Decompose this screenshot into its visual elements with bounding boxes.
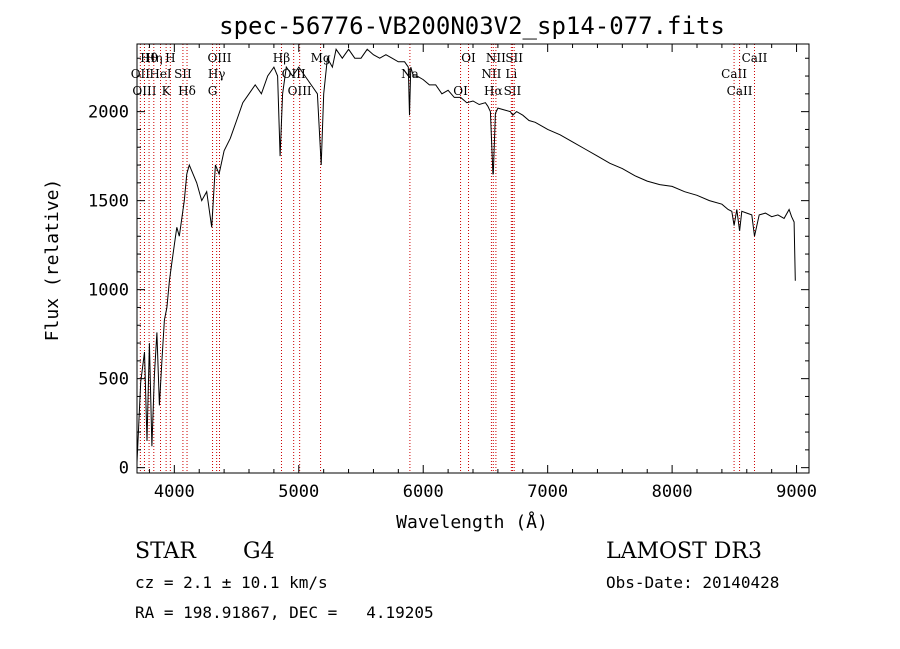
y-axis-label: Flux (relative) bbox=[42, 179, 63, 342]
line-marker-label: Na bbox=[401, 67, 419, 81]
line-marker-label: NII bbox=[486, 51, 506, 65]
y-tick-label: 500 bbox=[98, 370, 129, 390]
coordinates: RA = 198.91867, DEC = 4.19205 bbox=[135, 603, 434, 622]
line-marker-label: CaII bbox=[721, 67, 747, 81]
axis-ticks: 4000 5000 6000 7000 8000 9000 0 500 1000 1500 2000 bbox=[88, 44, 817, 502]
survey-name: LAMOST DR3 bbox=[606, 539, 762, 564]
spectrum-line bbox=[136, 48, 796, 463]
y-tick-label: 1000 bbox=[88, 281, 129, 301]
x-tick-label: 9000 bbox=[776, 482, 817, 502]
y-tick-label: 0 bbox=[119, 459, 129, 479]
line-marker-label: Hθ bbox=[140, 51, 158, 65]
line-marker-label: Hα bbox=[484, 84, 503, 98]
object-subclass: G4 bbox=[243, 539, 275, 564]
line-marker-label: HeI bbox=[149, 67, 172, 81]
x-tick-label: 5000 bbox=[278, 482, 319, 502]
line-marker-label: Hη bbox=[145, 51, 163, 65]
line-marker-label: OIII bbox=[207, 51, 231, 65]
x-axis-label: Wavelength (Å) bbox=[396, 511, 548, 533]
line-marker-label: NII bbox=[481, 67, 501, 81]
object-class: STAR bbox=[135, 539, 196, 564]
x-tick-label: 6000 bbox=[403, 482, 444, 502]
line-marker-label: CaII bbox=[727, 84, 753, 98]
line-marker-label: SII bbox=[505, 51, 523, 65]
line-marker-label: SII bbox=[174, 67, 192, 81]
line-marker-label: OII bbox=[131, 67, 151, 81]
line-marker-label: G bbox=[208, 84, 218, 98]
line-marker-label: OI bbox=[461, 51, 476, 65]
line-marker-label: Li bbox=[505, 67, 517, 81]
line-marker-label: Hγ bbox=[208, 67, 226, 81]
line-marker-label: OIII bbox=[132, 84, 156, 98]
line-marker-label: Hδ bbox=[178, 84, 196, 98]
chart-title: spec-56776-VB200N03V2_sp14-077.fits bbox=[219, 12, 725, 40]
line-marker-label: SII bbox=[504, 84, 522, 98]
redshift-cz: cz = 2.1 ± 10.1 km/s bbox=[135, 573, 328, 592]
x-tick-label: 8000 bbox=[652, 482, 693, 502]
observation-date: Obs-Date: 20140428 bbox=[606, 573, 780, 592]
line-marker-label: OI bbox=[453, 84, 468, 98]
line-marker-label: K bbox=[162, 84, 172, 98]
line-marker-label: H bbox=[165, 51, 175, 65]
line-marker-label: OIII bbox=[288, 84, 312, 98]
line-markers: HθOIIOIIIHηHeIKHSIIHδOIIIHγGHβOIIIOIIIMg… bbox=[131, 44, 768, 473]
line-marker-label: Mg bbox=[311, 51, 331, 65]
plot-frame bbox=[136, 43, 810, 474]
x-tick-label: 4000 bbox=[154, 482, 195, 502]
y-tick-label: 2000 bbox=[88, 103, 129, 123]
x-tick-label: 7000 bbox=[527, 482, 568, 502]
line-marker-label: Hβ bbox=[273, 51, 290, 65]
y-tick-label: 1500 bbox=[88, 192, 129, 212]
line-marker-label: CaII bbox=[742, 51, 768, 65]
